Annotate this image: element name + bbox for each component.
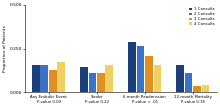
Bar: [145, 56, 153, 92]
Bar: [105, 65, 113, 92]
Bar: [32, 65, 40, 92]
Bar: [128, 42, 136, 92]
Bar: [202, 85, 209, 92]
Bar: [193, 85, 201, 92]
Legend: 1 Consults, 2 Consults, 3 Consults, 4 Consults: 1 Consults, 2 Consults, 3 Consults, 4 Co…: [189, 7, 214, 27]
Bar: [40, 65, 48, 92]
Bar: [49, 70, 57, 92]
Bar: [97, 73, 105, 92]
Bar: [176, 65, 184, 92]
Bar: [57, 62, 65, 92]
Bar: [88, 73, 96, 92]
Bar: [80, 67, 88, 92]
Bar: [154, 65, 161, 92]
Y-axis label: Proportion of Patients: Proportion of Patients: [4, 25, 7, 72]
Bar: [137, 46, 144, 92]
Bar: [185, 73, 192, 92]
